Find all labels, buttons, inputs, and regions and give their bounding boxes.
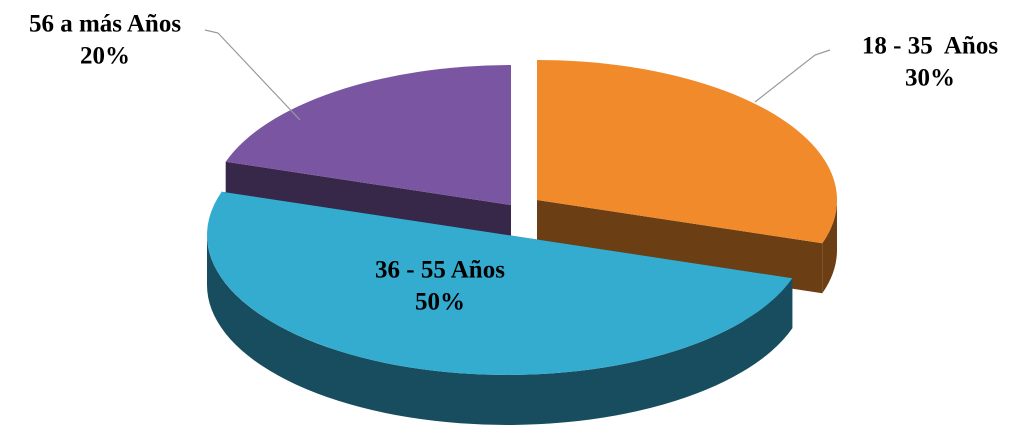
slice-value-label: 20% — [80, 43, 130, 70]
slice-label: 56 a más Años — [29, 11, 181, 38]
slice-label: 36 - 55 Años — [375, 257, 505, 284]
slice-label: 18 - 35 Años — [862, 33, 998, 60]
slice-wall — [537, 200, 823, 294]
slice-top — [207, 191, 793, 375]
pie — [207, 60, 837, 425]
slice-value-label: 30% — [905, 65, 955, 92]
slice — [537, 60, 837, 294]
slice-value-label: 50% — [415, 289, 465, 316]
slice-side — [822, 200, 837, 294]
slice-top — [225, 65, 511, 205]
leader-line — [204, 29, 301, 121]
slice-side — [207, 235, 793, 425]
slice-top — [537, 60, 837, 244]
leader-line — [754, 49, 831, 103]
slice — [207, 191, 793, 425]
